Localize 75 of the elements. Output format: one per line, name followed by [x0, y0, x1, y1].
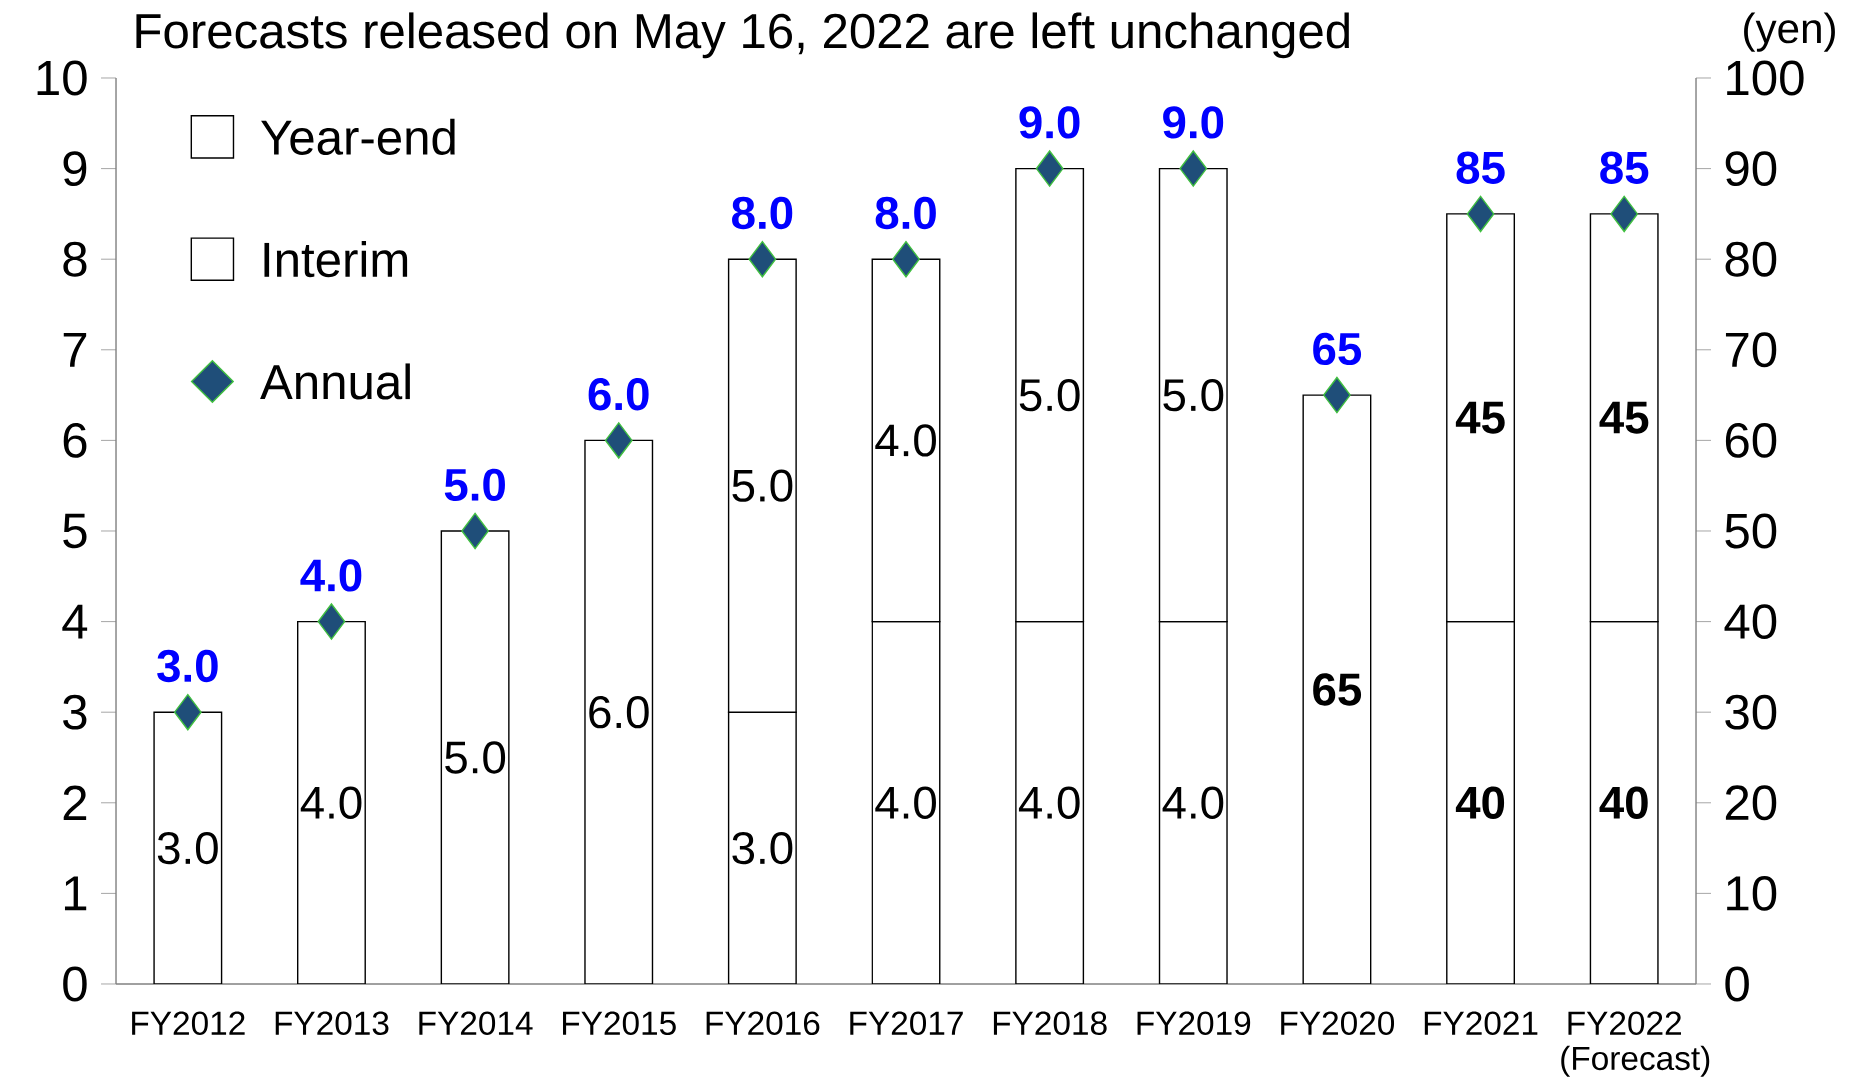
- point: [1035, 150, 1064, 187]
- y2-tick-label: 80: [1725, 241, 1777, 277]
- data-label: 45: [1455, 401, 1505, 434]
- y2-axis-title: (yen): [1744, 12, 1835, 52]
- data-label: 6.0: [588, 378, 649, 411]
- data-label: 45: [1599, 401, 1649, 434]
- data-label: 3.0: [157, 649, 218, 683]
- point: [892, 240, 920, 278]
- bar: [296, 620, 366, 984]
- data-label: 4.0: [1162, 786, 1224, 819]
- data-label: 6.0: [589, 696, 649, 729]
- x-tick-label: FY2013: [275, 1011, 389, 1036]
- point: [604, 422, 633, 459]
- y2-tick-label: 50: [1725, 513, 1777, 549]
- x-tick-label: FY2020: [1281, 1011, 1395, 1036]
- legend-label: Annual: [260, 363, 410, 400]
- data-label: 85: [1456, 151, 1505, 184]
- x-tick-label: FY2012: [132, 1011, 245, 1036]
- data-label: 5.0: [1163, 378, 1224, 412]
- data-label: 8.0: [732, 196, 793, 230]
- data-label: 4.0: [300, 559, 362, 592]
- data-label: 85: [1600, 151, 1649, 184]
- y2-tick-label: 40: [1724, 604, 1777, 640]
- y2-tick-label: 10: [1727, 875, 1777, 911]
- data-label: 3.0: [732, 831, 793, 865]
- legend-label: Year-end: [261, 118, 455, 155]
- point: [461, 512, 489, 550]
- y-tick-label: 2: [63, 785, 87, 820]
- point: [1179, 150, 1208, 187]
- data-label: 3.0: [157, 831, 218, 865]
- x-tick-label: FY2015: [563, 1011, 676, 1036]
- y-tick-label: 4: [62, 604, 88, 639]
- y-tick-label: 7: [63, 332, 87, 367]
- y2-tick-label: 30: [1725, 694, 1777, 730]
- point: [173, 693, 202, 731]
- data-label: 9.0: [1163, 106, 1224, 139]
- point: [317, 603, 346, 640]
- y-tick-label: 8: [63, 241, 87, 277]
- y-tick-label: 10: [37, 60, 87, 96]
- x-tick-label: FY2018: [993, 1011, 1107, 1036]
- data-label: 4.0: [300, 786, 362, 819]
- data-label: 65: [1313, 332, 1362, 366]
- x-tick-label: FY2019: [1137, 1011, 1251, 1036]
- data-label: 8.0: [875, 196, 936, 230]
- data-label: 40: [1599, 786, 1648, 819]
- x-tick-label: FY2021: [1424, 1011, 1538, 1036]
- x-tick-label: FY2022 (Forecast): [1561, 1011, 1710, 1077]
- data-label: 40: [1455, 786, 1505, 819]
- y2-tick-label: 20: [1725, 785, 1777, 821]
- y2-tick-label: 60: [1725, 422, 1777, 458]
- legend-label: Interim: [264, 241, 408, 278]
- data-label: 5.0: [1019, 378, 1080, 412]
- point: [748, 240, 777, 278]
- y-tick-label: 6: [63, 422, 87, 458]
- data-label: 4.0: [1018, 786, 1080, 819]
- y-tick-label: 1: [64, 876, 87, 911]
- y-tick-label: 3: [63, 694, 87, 730]
- data-label: 4.0: [875, 786, 936, 819]
- y2-tick-label: 70: [1725, 332, 1777, 368]
- data-label: 5.0: [732, 469, 793, 502]
- data-label: 5.0: [445, 741, 506, 774]
- chart-title: Forecasts released on May 16, 2022 are left unchanged: [136, 12, 1349, 59]
- y2-tick-label: 0: [1725, 966, 1749, 1002]
- y2-tick-label: 90: [1725, 151, 1777, 187]
- y-tick-label: 0: [63, 966, 87, 1002]
- data-label: 65: [1313, 673, 1362, 706]
- data-label: 5.0: [444, 468, 505, 501]
- y-tick-label: 5: [63, 513, 87, 549]
- x-tick-label: FY2016: [706, 1011, 820, 1036]
- data-label: 9.0: [1019, 106, 1080, 139]
- x-tick-label: FY2014: [419, 1011, 533, 1036]
- data-label: 4.0: [875, 424, 936, 457]
- y-tick-label: 9: [63, 151, 87, 187]
- y2-tick-label: 100: [1727, 60, 1804, 96]
- x-tick-label: FY2017: [850, 1011, 963, 1036]
